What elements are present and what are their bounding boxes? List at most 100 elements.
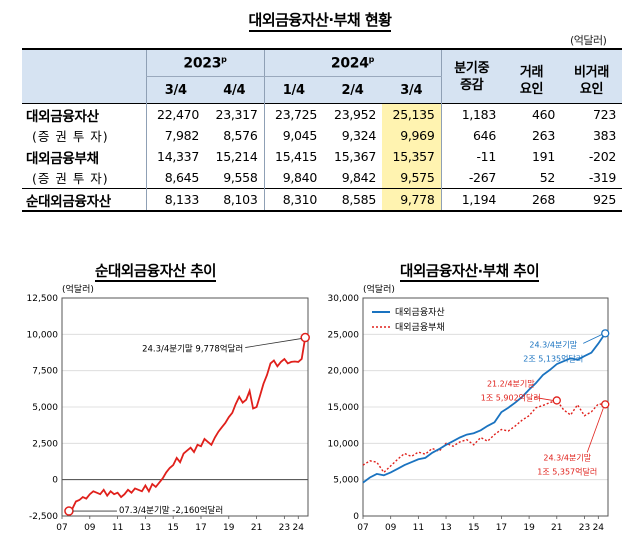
table-cell: 15,367 <box>334 149 376 164</box>
row-label: (증 권 투 자) <box>32 171 109 186</box>
table-cell: 8,133 <box>145 188 205 212</box>
header-corner <box>22 48 146 104</box>
table-cell: 25,135 <box>382 103 441 125</box>
table-cell: 9,969 <box>382 125 441 146</box>
x-tick-label: 23 <box>579 523 590 533</box>
table-cell: 263 <box>532 128 555 143</box>
row-label: 대외금융부채 <box>26 150 99 167</box>
table-cell: 383 <box>593 128 616 143</box>
table-cell: 8,310 <box>263 188 323 212</box>
table-cell: 9,842 <box>341 170 377 185</box>
table-cell: 9,045 <box>263 125 323 146</box>
start-point-marker <box>64 506 74 516</box>
legend-label-assets: 대외금융자산 <box>395 306 445 318</box>
annotation-assets-value: 2조 5,135억달러 <box>523 353 583 363</box>
x-tick-label: 21 <box>551 523 562 533</box>
y-tick-label: 7,500 <box>32 367 58 377</box>
y-tick-label: 5,000 <box>32 403 58 413</box>
table-cell: 23,317 <box>205 103 264 125</box>
annotation-leader <box>583 333 603 344</box>
table-cell: 723 <box>561 103 622 125</box>
y-tick-label: 15,000 <box>328 403 360 413</box>
table-cell: 9,558 <box>223 170 258 185</box>
x-tick-label: 07 <box>357 523 368 533</box>
annotation-assets: 24.3/4분기말 <box>529 340 577 349</box>
table-cell: 8,103 <box>205 188 264 212</box>
annotation-end: 24.3/4분기말 9,778억달러 <box>142 344 243 355</box>
table-cell: 22,470 <box>145 103 205 125</box>
table-cell: 191 <box>532 149 555 164</box>
table-cell: 1,183 <box>440 103 502 125</box>
table-cell: 268 <box>502 188 561 212</box>
chart1-title: 순대외금융자산 추이 <box>95 264 217 282</box>
table-cell: -202 <box>588 149 616 164</box>
y-tick-label: 0 <box>52 476 58 486</box>
table-unit: (억달러) <box>570 34 607 47</box>
header-change: 분기중 증감 <box>440 48 502 104</box>
row-label: 순대외금융자산 <box>22 188 146 212</box>
table-row: (증 권 투 자) 8,645 9,558 9,840 9,842 9,575 … <box>22 167 622 189</box>
x-tick-label: 23 <box>279 523 290 533</box>
end-point-marker <box>300 332 310 343</box>
y-tick-label: 0 <box>353 512 359 522</box>
page-title: 대외금융자산·부채 현황 <box>0 9 640 32</box>
table-cell: 8,576 <box>223 128 258 143</box>
legend: 대외금융자산 대외금융부채 <box>372 306 445 333</box>
chart2-title: 대외금융자산·부채 추이 <box>400 264 540 282</box>
table-cell: 23,952 <box>323 103 382 125</box>
y-tick-label: 10,000 <box>328 439 360 449</box>
y-tick-label: -2,500 <box>29 512 58 522</box>
x-tick-label: 17 <box>496 523 507 533</box>
x-tick-label: 24 <box>593 523 605 533</box>
y-tick-label: 12,500 <box>27 294 59 304</box>
x-tick-label: 15 <box>167 523 178 533</box>
y-axis-unit: (억달러) <box>62 283 94 295</box>
header-trade: 거래 요인 <box>502 48 561 104</box>
annotation-leader <box>245 338 302 348</box>
row-label: (증 권 투 자) <box>32 129 109 144</box>
annotation-peak: 21.2/4분기말 <box>487 379 535 388</box>
y-tick-label: 5,000 <box>333 476 359 486</box>
header-nontrade: 비거래 요인 <box>561 48 622 104</box>
table-row: 대외금융부채 14,337 15,214 15,415 15,367 15,35… <box>22 146 622 167</box>
x-tick-label: 11 <box>413 523 424 533</box>
x-tick-label: 09 <box>84 523 96 533</box>
table-cell: 8,645 <box>145 167 205 189</box>
y-tick-label: 25,000 <box>328 330 360 340</box>
table-row: 순대외금융자산 8,133 8,103 8,310 8,585 9,778 1,… <box>22 188 622 212</box>
table-cell: 15,357 <box>382 146 441 167</box>
x-tick-label: 15 <box>468 523 479 533</box>
table-cell: 15,415 <box>263 146 323 167</box>
table-cell: 15,214 <box>215 149 258 164</box>
table-cell: 1,194 <box>440 188 502 212</box>
assets-liabilities-chart: 30,000 25,000 20,000 15,000 10,000 5,000 0 07 0… <box>328 283 610 533</box>
annotation-liabilities: 24.3/4분기말 <box>543 453 591 462</box>
table-cell: 9,840 <box>263 167 323 189</box>
table-cell: 7,982 <box>145 125 205 146</box>
y-axis-unit: (억달러) <box>363 283 395 295</box>
net-assets-chart: 12,500 10,000 7,500 5,000 2,500 0 -2,500 07 09 1… <box>27 283 310 533</box>
x-tick-label: 13 <box>140 523 151 533</box>
table-cell: 14,337 <box>145 146 205 167</box>
row-label: 대외금융자산 <box>22 103 146 125</box>
x-tick-label: 24 <box>293 523 305 533</box>
header-quarter: 2/4 <box>323 76 382 104</box>
summary-table: 2023p 2024p 분기중 증감 거래 요인 비거래 요인 3/4 4/4 … <box>22 48 622 212</box>
table-cell: -267 <box>440 167 502 189</box>
x-tick-label: 19 <box>523 523 535 533</box>
table-cell: -319 <box>588 170 616 185</box>
x-tick-label: 09 <box>385 523 397 533</box>
annotation-liabilities-value: 1조 5,357억달러 <box>537 466 597 476</box>
liability-peak-marker <box>552 396 561 405</box>
y-tick-label: 10,000 <box>27 330 59 340</box>
table-cell: 52 <box>539 170 556 185</box>
table-row: 대외금융자산 22,470 23,317 23,725 23,952 25,13… <box>22 103 622 125</box>
header-year-2024: 2024p <box>263 48 441 77</box>
header-quarter: 3/4 <box>382 76 441 104</box>
table-cell: 9,575 <box>382 167 441 189</box>
net-assets-line <box>68 337 307 512</box>
table-cell: -11 <box>440 146 502 167</box>
table-cell: 9,324 <box>341 128 377 143</box>
header-quarter: 4/4 <box>205 76 264 104</box>
x-tick-label: 11 <box>112 523 123 533</box>
